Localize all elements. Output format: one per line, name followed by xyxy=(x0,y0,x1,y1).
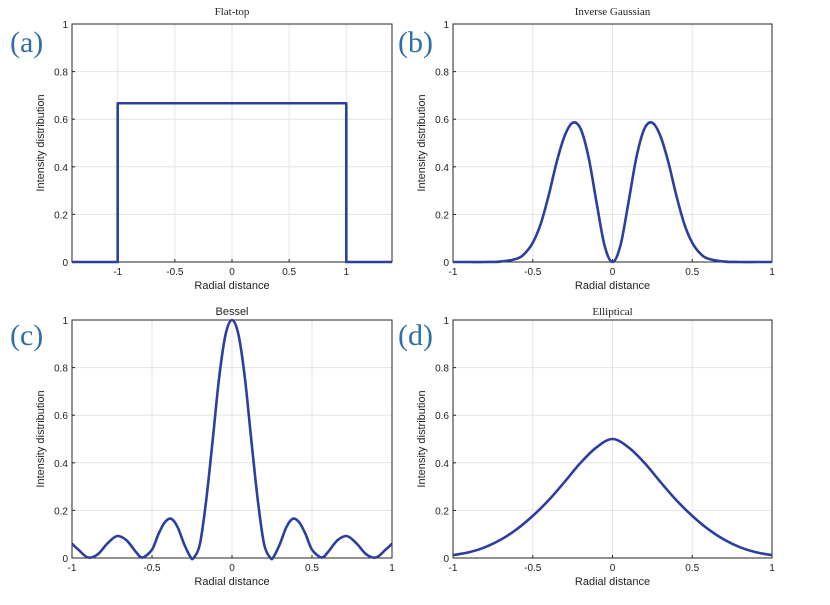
y-tick-label: 0.4 xyxy=(435,459,449,470)
x-axis-label: Radial distance xyxy=(194,280,269,292)
y-tick-label: 0 xyxy=(62,258,68,269)
y-axis-label: Intensity distribution xyxy=(416,390,428,487)
panel-title: Inverse Gaussian xyxy=(575,6,651,18)
x-tick-label: 0.5 xyxy=(685,563,699,574)
y-axis-label: Intensity distribution xyxy=(416,94,428,191)
panel-letter: (d) xyxy=(398,319,433,352)
y-tick-label: 1 xyxy=(443,316,449,327)
y-tick-label: 0.4 xyxy=(435,163,449,174)
x-tick-label: 1 xyxy=(769,267,775,278)
x-tick-label: 0 xyxy=(610,563,616,574)
x-tick-label: -1 xyxy=(449,267,458,278)
y-tick-label: 0.2 xyxy=(54,506,68,517)
y-tick-label: 0.2 xyxy=(54,210,68,221)
panel-title: Bessel xyxy=(215,306,248,318)
x-tick-label: 0.5 xyxy=(685,267,699,278)
y-tick-label: 0.8 xyxy=(54,364,68,375)
y-tick-label: 0.4 xyxy=(54,459,68,470)
panel-3: -1 -0.5 0 0.5 1 0 0.2 0.4 0.6 0.8 1 Radial distance… xyxy=(10,306,395,588)
y-axis-label: Intensity distribution xyxy=(35,390,47,487)
x-tick-label: 0 xyxy=(610,267,616,278)
y-tick-label: 1 xyxy=(62,20,68,31)
x-tick-label: -0.5 xyxy=(166,267,184,278)
panel-2: -1 -0.5 0 0.5 1 0 0.2 0.4 0.6 0.8 1 Radial distance… xyxy=(398,6,775,292)
x-tick-label: 0 xyxy=(229,563,235,574)
y-tick-label: 0 xyxy=(443,554,449,565)
y-axis-label: Intensity distribution xyxy=(35,94,47,191)
y-tick-label: 0.6 xyxy=(435,411,449,422)
panel-1: -1 -0.5 0 0.5 1 0 0.2 0.4 0.6 0.8 1 Radial distance… xyxy=(10,6,393,292)
y-tick-label: 0.6 xyxy=(54,115,68,126)
series-line xyxy=(71,318,393,561)
y-tick-label: 0.2 xyxy=(435,210,449,221)
y-tick-label: 0.2 xyxy=(435,506,449,517)
series-line xyxy=(453,121,772,264)
panel-title: Flat-top xyxy=(215,6,250,18)
panel-letter: (c) xyxy=(10,319,43,352)
y-tick-label: 0.8 xyxy=(435,68,449,79)
y-tick-label: 0.6 xyxy=(435,115,449,126)
x-tick-label: -1 xyxy=(68,563,77,574)
y-tick-label: 0 xyxy=(62,554,68,565)
series-line xyxy=(452,437,773,557)
panel-title: Elliptical xyxy=(592,306,632,318)
x-tick-label: -1 xyxy=(449,563,458,574)
x-tick-label: -0.5 xyxy=(524,563,542,574)
y-tick-label: 0.4 xyxy=(54,163,68,174)
series-line xyxy=(72,101,392,264)
panel-letter: (b) xyxy=(398,26,433,59)
x-tick-label: 0.5 xyxy=(282,267,296,278)
y-tick-label: 0.6 xyxy=(54,411,68,422)
y-tick-label: 1 xyxy=(62,316,68,327)
x-tick-label: -1 xyxy=(113,267,122,278)
x-tick-label: 0.5 xyxy=(305,563,319,574)
y-tick-label: 0.8 xyxy=(54,68,68,79)
x-tick-label: 1 xyxy=(769,563,775,574)
y-tick-label: 0.8 xyxy=(435,364,449,375)
x-tick-label: 0 xyxy=(229,267,235,278)
y-tick-label: 1 xyxy=(443,20,449,31)
x-axis-label: Radial distance xyxy=(194,576,269,588)
x-axis-label: Radial distance xyxy=(575,280,650,292)
panel-4: -1 -0.5 0 0.5 1 0 0.2 0.4 0.6 0.8 1 Radial distance… xyxy=(398,306,775,588)
panel-letter: (a) xyxy=(10,26,43,59)
x-tick-label: 1 xyxy=(389,563,395,574)
x-tick-label: 1 xyxy=(344,267,350,278)
x-tick-label: -0.5 xyxy=(143,563,161,574)
x-axis-label: Radial distance xyxy=(575,576,650,588)
x-tick-label: -0.5 xyxy=(524,267,542,278)
y-tick-label: 0 xyxy=(443,258,449,269)
